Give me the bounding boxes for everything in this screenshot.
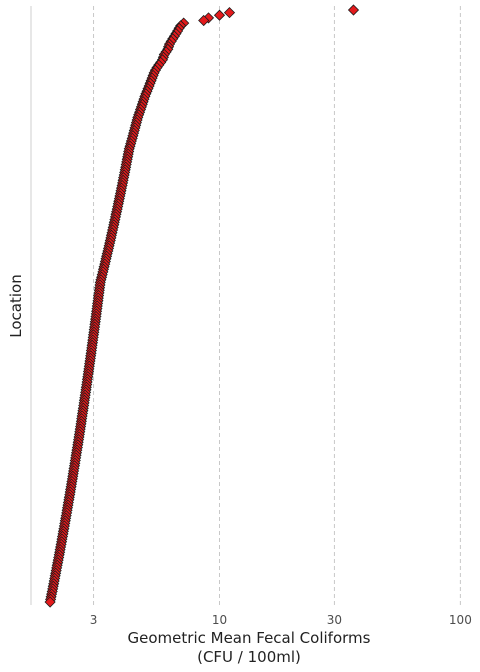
gridlines [93,6,461,605]
x-tick-label: 3 [90,613,98,627]
x-tick-label: 100 [449,613,472,627]
x-tick-labels: 3 10 30 100 [90,613,472,627]
x-tick-label: 10 [212,613,227,627]
x-axis-title-line2: (CFU / 100ml) [197,648,301,666]
mean-point [213,9,226,21]
x-axis-title-line1: Geometric Mean Fecal Coliforms [128,629,371,647]
mean-point [44,596,56,608]
mean-point [347,4,360,16]
mean-points [44,4,360,608]
mean-point [223,7,236,19]
y-axis-title: Location [7,274,25,337]
mean-point [198,14,210,27]
x-tick-label: 30 [327,613,342,627]
